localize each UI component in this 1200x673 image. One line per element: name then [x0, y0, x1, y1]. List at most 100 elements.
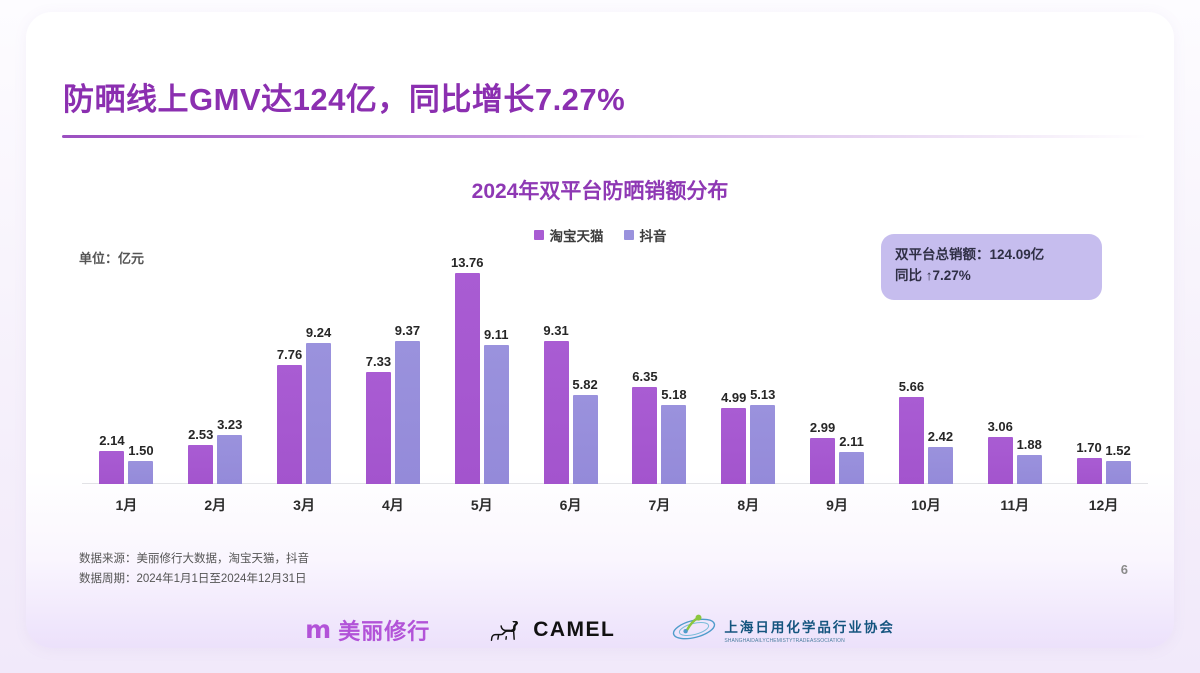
bar-pair: 6.35 5.18 7月 — [632, 262, 687, 513]
bar-group: 9.31 5.82 6月 — [526, 262, 615, 513]
bar-taobao[interactable]: 3.06 — [988, 419, 1013, 484]
bar-group: 5.66 2.42 10月 — [882, 262, 971, 513]
bar-pair: 9.31 5.82 6月 — [543, 262, 598, 513]
bar-taobao[interactable]: 13.76 — [451, 255, 484, 484]
bar-group: 7.33 9.37 4月 — [349, 262, 438, 513]
bar-douyin[interactable]: 2.11 — [839, 434, 865, 484]
chart-title: 2024年双平台防晒销额分布 — [471, 180, 729, 203]
legend-swatch-taobao — [533, 230, 544, 240]
bar-douyin[interactable]: 3.23 — [217, 417, 242, 484]
bar-douyin[interactable]: 5.18 — [661, 387, 687, 484]
bar-pair: 4.99 5.13 8月 — [721, 262, 775, 513]
bar-group: 1.70 1.52 12月 — [1059, 262, 1148, 513]
bar-douyin[interactable]: 9.11 — [483, 327, 509, 484]
bar-taobao[interactable]: 2.99 — [810, 420, 835, 484]
legend-item-taobao: 淘宝天猫 — [533, 225, 604, 245]
bar-value-label: 7.76 — [276, 347, 303, 363]
bar-value-label: 3.23 — [217, 416, 243, 432]
bar-pair: 2.14 1.50 1月 — [99, 262, 154, 513]
bar-value-label: 5.82 — [572, 376, 598, 392]
x-axis-tick-label: 12月 — [1088, 497, 1119, 513]
source-line-1: 数据来源：美丽修行大数据，淘宝天猫，抖音 — [79, 553, 309, 565]
page-title: 防晒线上GMV达124亿，同比增长7.27% — [63, 82, 626, 117]
bar-value-label: 2.99 — [809, 420, 836, 436]
bar-value-label: 6.35 — [632, 368, 658, 384]
bar-value-label: 5.13 — [750, 387, 776, 403]
bar-taobao[interactable]: 7.33 — [366, 354, 391, 484]
bar-taobao[interactable]: 2.53 — [188, 427, 213, 484]
bar-taobao[interactable]: 1.70 — [1076, 440, 1102, 484]
logo-association: 上海日用化学品行业协会 SHANGHAIDAILYCHEMISTYTRADEAS… — [671, 612, 895, 647]
association-emblem-icon — [671, 612, 717, 647]
bar-value-label: 4.99 — [721, 389, 747, 405]
unit-label: 单位：亿元 — [79, 251, 145, 266]
bar-taobao[interactable]: 6.35 — [632, 369, 658, 484]
x-axis-tick-label: 6月 — [559, 497, 582, 513]
bar-group: 3.06 1.88 11月 — [970, 262, 1059, 513]
title-divider — [62, 135, 1147, 138]
bar-pair: 3.06 1.88 11月 — [988, 262, 1042, 513]
x-axis-tick-label: 9月 — [826, 497, 848, 513]
bar-taobao[interactable]: 2.14 — [99, 433, 125, 484]
bar-group: 4.99 5.13 8月 — [704, 262, 793, 513]
association-name-en: SHANGHAIDAILYCHEMISTYTRADEASSOCIATION — [724, 637, 845, 644]
bar-value-label: 1.88 — [1016, 437, 1042, 453]
bar-group: 6.35 5.18 7月 — [615, 262, 704, 513]
bar-value-label: 9.24 — [305, 324, 332, 340]
callout-line-total: 双平台总销额：124.09亿 — [895, 247, 1045, 262]
chart-legend: 淘宝天猫 抖音 — [26, 225, 1174, 245]
logo-camel: CAMEL — [486, 618, 615, 642]
bar-group: 7.76 9.24 3月 — [260, 262, 349, 513]
bar-pair: 2.53 3.23 2月 — [188, 262, 242, 513]
bar-douyin[interactable]: 5.82 — [572, 377, 598, 484]
association-text-block: 上海日用化学品行业协会 SHANGHAIDAILYCHEMISTYTRADEAS… — [724, 616, 895, 644]
bar-pair: 5.66 2.42 10月 — [899, 262, 953, 513]
bar-douyin[interactable]: 9.37 — [395, 323, 420, 484]
bar-value-label: 2.11 — [839, 433, 864, 449]
bar-douyin[interactable]: 5.13 — [750, 387, 775, 484]
bar-douyin[interactable]: 9.24 — [306, 325, 331, 484]
bar-taobao[interactable]: 4.99 — [721, 390, 746, 484]
bar-value-label: 1.52 — [1105, 442, 1131, 458]
source-line-2: 数据周期：2024年1月1日至2024年12月31日 — [79, 572, 307, 585]
bar-taobao[interactable]: 9.31 — [543, 323, 569, 484]
logo-row: m 美丽修行 CAMEL — [26, 612, 1174, 647]
bar-taobao[interactable]: 5.66 — [899, 379, 924, 484]
legend-label-douyin: 抖音 — [639, 229, 667, 244]
data-source-note: 数据来源：美丽修行大数据，淘宝天猫，抖音 数据周期：2024年1月1日至2024… — [79, 550, 309, 590]
x-axis-tick-label: 7月 — [648, 497, 671, 513]
bar-value-label: 3.06 — [987, 419, 1013, 435]
bar-value-label: 9.31 — [543, 323, 569, 339]
callout-line-yoy: 同比 ↑7.27% — [895, 267, 971, 283]
association-name-cn: 上海日用化学品行业协会 — [724, 619, 895, 635]
bar-value-label: 7.33 — [365, 353, 392, 369]
x-axis-tick-label: 5月 — [470, 497, 493, 513]
bar-pair: 1.70 1.52 12月 — [1076, 262, 1131, 513]
bar-group: 13.76 9.11 5月 — [437, 255, 526, 513]
bar-value-label: 1.50 — [128, 443, 154, 459]
bar-pair: 13.76 9.11 5月 — [451, 255, 509, 513]
bar-group: 2.14 1.50 1月 — [82, 262, 171, 513]
bar-value-label: 9.11 — [483, 326, 509, 342]
x-axis-tick-label: 1月 — [115, 497, 138, 513]
bar-douyin[interactable]: 1.88 — [1017, 437, 1042, 484]
legend-swatch-douyin — [623, 230, 634, 240]
bar-value-label: 1.70 — [1076, 439, 1102, 455]
x-axis-tick-label: 4月 — [382, 497, 404, 513]
bar-value-label: 2.53 — [188, 427, 214, 443]
total-sales-callout: 双平台总销额：124.09亿 同比 ↑7.27% — [881, 234, 1102, 300]
bar-value-label: 2.14 — [99, 433, 125, 449]
bar-value-label: 2.42 — [927, 428, 954, 444]
meilixiuxing-mark-icon: m — [305, 615, 332, 644]
bar-value-label: 9.37 — [394, 322, 421, 338]
x-axis-tick-label: 11月 — [1000, 497, 1030, 513]
bar-pair: 7.76 9.24 3月 — [277, 262, 331, 513]
slide-card: 防晒线上GMV达124亿，同比增长7.27% 2024年双平台防晒销额分布 淘宝… — [26, 12, 1174, 648]
bar-douyin[interactable]: 2.42 — [928, 429, 953, 484]
bar-pair: 2.99 2.11 9月 — [810, 262, 865, 513]
bar-douyin[interactable]: 1.52 — [1105, 443, 1131, 484]
bar-douyin[interactable]: 1.50 — [128, 443, 154, 484]
x-axis-line — [82, 483, 1148, 484]
bar-taobao[interactable]: 7.76 — [277, 347, 302, 484]
